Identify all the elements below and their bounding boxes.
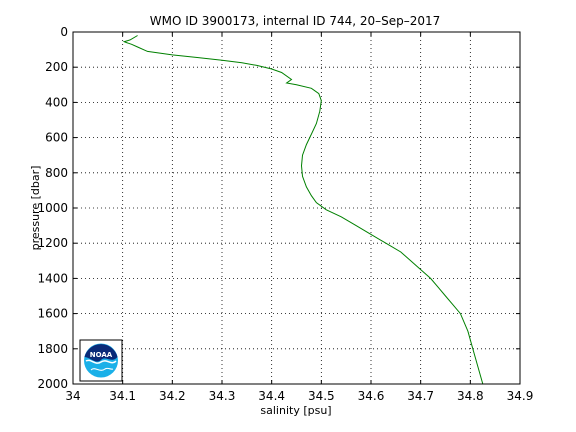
- x-tick-label: 34.6: [358, 389, 385, 403]
- y-tick-label: 1600: [37, 307, 68, 321]
- x-tick-label: 34: [65, 389, 80, 403]
- y-tick-label: 800: [45, 166, 68, 180]
- salinity-profile-line: [122, 35, 484, 385]
- y-tick-label: 600: [45, 131, 68, 145]
- y-tick-label: 2000: [37, 377, 68, 391]
- y-tick-label: 200: [45, 60, 68, 74]
- x-tick-label: 34.2: [159, 389, 186, 403]
- y-tick-label: 1400: [37, 271, 68, 285]
- x-axis-label: salinity [psu]: [260, 404, 331, 417]
- x-tick-label: 34.4: [258, 389, 285, 403]
- y-tick-label: 1000: [37, 201, 68, 215]
- noaa-logo: NOAA: [79, 339, 123, 382]
- chart-title: WMO ID 3900173, internal ID 744, 20–Sep–…: [150, 14, 441, 28]
- y-tick-label: 400: [45, 95, 68, 109]
- y-tick-label: 0: [60, 25, 68, 39]
- x-tick-label: 34.1: [109, 389, 136, 403]
- x-tick-label: 34.9: [507, 389, 534, 403]
- y-tick-label: 1800: [37, 342, 68, 356]
- x-tick-label: 34.7: [407, 389, 434, 403]
- x-tick-label: 34.3: [209, 389, 236, 403]
- series-layer: [122, 35, 484, 385]
- y-axis-label: pressure [dbar]: [29, 166, 42, 251]
- y-tick-label: 1200: [37, 236, 68, 250]
- x-tick-label: 34.8: [457, 389, 484, 403]
- noaa-logo-text: NOAA: [90, 351, 113, 359]
- x-tick-label: 34.5: [308, 389, 335, 403]
- grid-lines: [73, 32, 520, 384]
- axis-ticks: 34 34.1 34.2 34.3 34.4 34.5 34.6 34.7 34.8 34.9 0 2…: [37, 25, 533, 403]
